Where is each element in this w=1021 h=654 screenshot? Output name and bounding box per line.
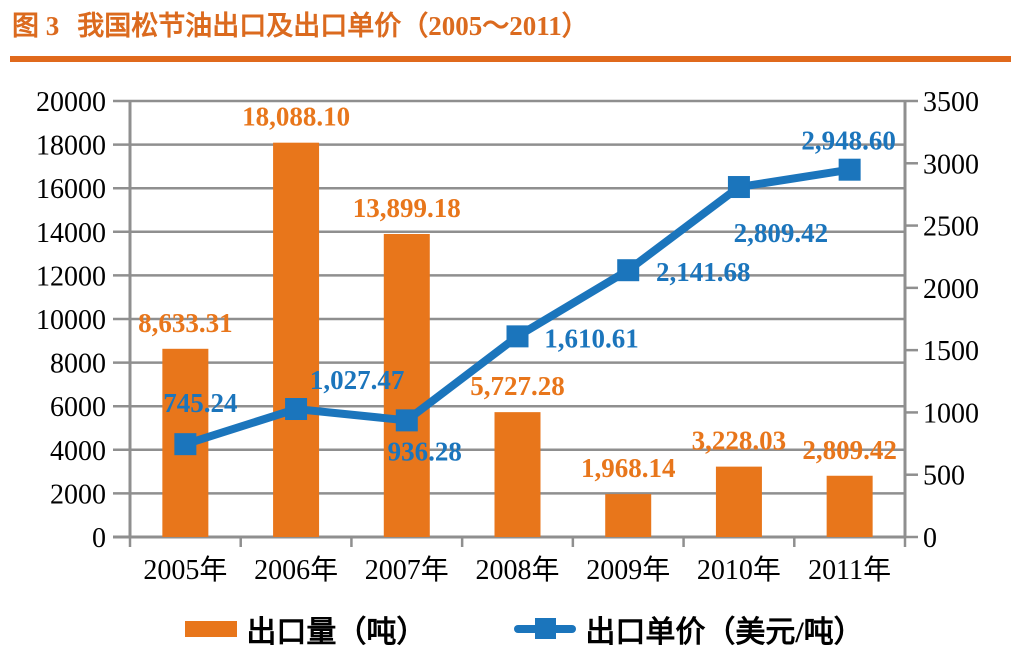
figure-number: 图 3 — [12, 11, 60, 41]
line-value-label: 745.24 — [163, 388, 237, 418]
line-marker — [838, 158, 861, 181]
chart-legend: 出口量（吨） 出口单价（美元/吨） — [0, 606, 1021, 652]
line-marker — [174, 433, 197, 456]
line-value-label: 2,141.68 — [656, 257, 751, 287]
line-marker — [617, 259, 640, 282]
left-axis-tick-label: 20000 — [36, 87, 106, 118]
right-axis-tick-label: 3000 — [923, 149, 979, 180]
legend-line-swatch — [514, 618, 577, 639]
line-value-label: 1,610.61 — [544, 323, 639, 353]
right-axis-tick-label: 3500 — [923, 87, 979, 118]
bar-value-label: 18,088.10 — [242, 102, 350, 132]
bar-value-label: 5,727.28 — [470, 371, 565, 401]
x-axis-category-label: 2006年 — [254, 554, 338, 586]
left-axis-labels: 0 2000 4000 6000 8000 10000 12000 14000 16000 180… — [36, 87, 106, 554]
bar — [826, 475, 873, 537]
right-axis-tick-label: 2000 — [923, 274, 979, 305]
left-axis-tick-label: 10000 — [36, 305, 106, 336]
line-value-label: 936.28 — [388, 436, 462, 466]
right-axis-tick-label: 0 — [923, 523, 937, 554]
line-marker — [395, 409, 418, 432]
legend-line-label: 出口单价（美元/吨） — [585, 616, 864, 649]
title-divider-rule — [10, 56, 1011, 62]
bar-value-label: 2,809.42 — [802, 435, 897, 465]
bar-value-label: 1,968.14 — [581, 453, 676, 483]
x-axis-category-label: 2007年 — [365, 554, 449, 586]
bar — [715, 466, 762, 537]
bar — [605, 494, 652, 537]
x-axis-category-label: 2010年 — [697, 554, 781, 586]
left-axis-tick-label: 12000 — [36, 261, 106, 292]
right-axis-tick-label: 1500 — [923, 336, 979, 367]
line-value-label: 1,027.47 — [310, 365, 405, 395]
right-axis-tick-label: 1000 — [923, 398, 979, 429]
bar-value-label: 3,228.03 — [692, 426, 787, 456]
bar — [383, 233, 430, 538]
left-axis-tick-label: 18000 — [36, 131, 106, 162]
line-marker — [727, 176, 750, 199]
x-axis-category-label: 2005年 — [143, 554, 227, 586]
x-axis-category-label: 2008年 — [475, 554, 559, 586]
bar — [273, 142, 320, 537]
legend-item-export-volume: 出口量（吨） — [185, 607, 426, 651]
bar-data-labels: 8,633.31 18,088.10 13,899.18 5,727.28 1,968.… — [138, 102, 897, 483]
figure-title: 图 3 我国松节油出口及出口单价（2005～2011） — [12, 8, 589, 44]
legend-item-unit-price: 出口单价（美元/吨） — [514, 607, 864, 651]
legend-bar-label: 出口量（吨） — [246, 616, 427, 649]
right-axis-tick-label: 500 — [923, 461, 965, 492]
line-value-label: 2,809.42 — [734, 218, 829, 248]
bar-value-label: 8,633.31 — [138, 308, 233, 338]
line-marker — [285, 398, 308, 421]
x-axis-category-label: 2011年 — [808, 554, 891, 586]
left-axis-tick-label: 16000 — [36, 174, 106, 205]
line-marker — [506, 325, 529, 348]
left-axis-tick-label: 14000 — [36, 218, 106, 249]
line-value-label: 2,948.60 — [801, 126, 896, 156]
left-axis-tick-label: 8000 — [50, 349, 106, 380]
left-axis-tick-label: 2000 — [50, 479, 106, 510]
bar — [494, 412, 541, 537]
right-axis-labels: 0 500 1000 1500 2000 2500 3000 3500 — [905, 87, 979, 554]
legend-bar-swatch — [185, 621, 238, 637]
figure-title-text: 我国松节油出口及出口单价（2005～2011） — [77, 11, 589, 41]
x-axis-labels: 2005年 2006年 2007年 2008年 2009年 2010年 2011年 — [143, 554, 891, 586]
x-axis-category-label: 2009年 — [586, 554, 670, 586]
bar-value-label: 13,899.18 — [353, 193, 461, 223]
legend-line-marker-icon — [535, 618, 557, 639]
line-data-labels: 745.24 1,027.47 936.28 1,610.61 2,141.68 2,80… — [163, 126, 896, 467]
left-axis-tick-label: 6000 — [50, 392, 106, 423]
gridlines — [113, 99, 905, 539]
left-axis-tick-label: 0 — [92, 523, 106, 554]
line-series-unit-price — [174, 158, 861, 456]
right-axis-tick-label: 2500 — [923, 212, 979, 243]
left-axis-tick-label: 4000 — [50, 436, 106, 467]
